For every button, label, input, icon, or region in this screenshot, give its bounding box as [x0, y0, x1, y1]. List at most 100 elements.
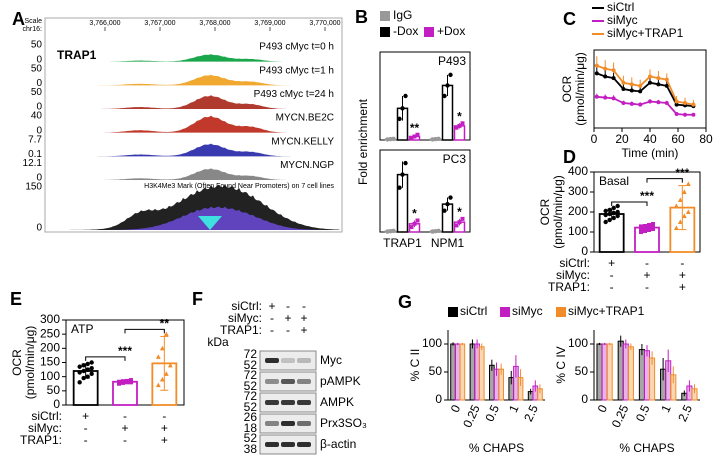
track-max: 7.7	[28, 134, 42, 145]
x-tick-label: 40	[643, 132, 657, 146]
data-point	[685, 209, 691, 214]
data-point	[159, 345, 165, 351]
condition-sign: -	[84, 421, 88, 435]
data-point	[643, 224, 647, 228]
condition-name: siMyc:	[228, 311, 262, 325]
y-tick-label: 100	[568, 224, 588, 238]
panel-letter: D	[563, 147, 576, 167]
data-point	[457, 220, 462, 225]
condition-sign: +	[300, 311, 307, 325]
data-point	[664, 83, 669, 88]
data-point	[603, 66, 608, 71]
data-point	[445, 201, 450, 207]
data-point	[454, 125, 459, 130]
y-tick-label: 0	[581, 244, 588, 258]
x-axis-label: % CHAPS	[619, 441, 674, 455]
data-point	[89, 371, 94, 377]
plot-label: Basal	[599, 174, 629, 188]
plot-frame	[379, 149, 471, 233]
y-axis-label: % C II	[408, 349, 422, 382]
gene-label: TRAP1	[57, 48, 97, 62]
x-tick-label: 1	[506, 402, 522, 414]
condition-sign: +	[679, 280, 686, 294]
data-point	[615, 203, 620, 209]
condition-sign: +	[300, 323, 307, 337]
blot-band	[265, 421, 279, 426]
data-point	[691, 102, 696, 107]
y-axis-label: OCR	[560, 75, 574, 102]
data-point	[629, 101, 634, 106]
legend-swatch	[380, 27, 390, 37]
blot-band	[297, 379, 311, 384]
blot-band	[265, 442, 279, 447]
data-point	[167, 362, 173, 368]
blot-band	[281, 400, 295, 405]
condition-sign: -	[286, 323, 290, 337]
track-signal	[47, 74, 340, 86]
x-tick-label: 60	[671, 132, 685, 146]
data-point	[674, 99, 679, 104]
x-tick-label: NPM1	[431, 236, 465, 250]
blot-label: Myc	[320, 353, 342, 367]
marker-label: 72	[244, 368, 258, 382]
marker-label: 26	[244, 410, 258, 424]
bar	[112, 380, 138, 406]
data-point	[648, 74, 652, 79]
x-tick-label: 20	[615, 132, 629, 146]
y-axis-label: (pmol/min/μg)	[23, 326, 37, 400]
y-axis-label: (pmol/min/μg)	[573, 52, 587, 126]
coordinate: 3,766,000	[89, 20, 120, 27]
x-tick-label: 0.25	[609, 402, 632, 429]
y-tick-label: 400	[568, 164, 588, 178]
x-tick-label: 0.25	[460, 402, 483, 429]
x-axis-label: % CHAPS	[469, 441, 524, 455]
y-axis-label: OCR	[538, 198, 552, 225]
data-point	[651, 225, 655, 229]
significance: ***	[118, 344, 132, 358]
track-min: 0	[36, 223, 42, 234]
significance: **	[410, 121, 420, 135]
data-point	[629, 82, 634, 87]
significance: ***	[675, 166, 689, 180]
track-min: 0	[36, 54, 42, 65]
bar	[601, 343, 608, 401]
track-label: P493 cMyc t=1 h	[259, 65, 334, 76]
data-point	[403, 160, 408, 166]
y-axis-label: Fold enrichment	[356, 98, 370, 185]
data-point	[603, 219, 608, 225]
data-point	[664, 101, 669, 106]
blot-band	[281, 421, 295, 426]
legend-label: siMyc	[607, 13, 638, 27]
condition-sign: +	[679, 268, 686, 282]
significance: *	[457, 109, 462, 123]
data-point	[677, 197, 683, 202]
bracket	[124, 328, 165, 334]
x-tick-label: 0.5	[633, 402, 653, 423]
data-point	[674, 111, 679, 116]
condition-sign: -	[84, 433, 88, 447]
x-tick-label: 1	[658, 402, 674, 414]
condition-sign: +	[608, 256, 615, 270]
data-point	[400, 106, 405, 111]
blot-band	[265, 400, 279, 405]
marker-label: 38	[244, 442, 258, 456]
condition-sign: -	[270, 311, 274, 325]
data-point	[397, 185, 402, 190]
data-point	[460, 121, 465, 126]
significance: ***	[640, 189, 654, 203]
marker-label: 52	[244, 379, 258, 393]
condition-sign: +	[121, 421, 128, 435]
data-point	[117, 379, 121, 384]
condition-sign: -	[162, 409, 166, 423]
track-min: 0	[36, 102, 42, 113]
track-overlay	[47, 206, 340, 230]
data-point	[691, 112, 696, 117]
condition-name: TRAP1:	[20, 433, 62, 447]
legend-swatch	[556, 307, 566, 317]
data-point	[603, 74, 608, 79]
condition-name: siCtrl:	[31, 409, 62, 423]
data-point	[683, 112, 687, 117]
x-tick-label: 80	[699, 132, 713, 146]
plot-frame	[379, 51, 471, 141]
